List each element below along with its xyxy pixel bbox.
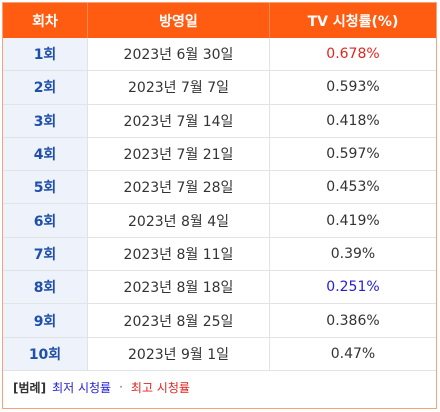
episode-cell: 4회 <box>3 137 88 172</box>
air-date-cell: 2023년 7월 21일 <box>87 137 270 172</box>
episode-cell: 3회 <box>3 104 88 138</box>
air-date-cell: 2023년 8월 25일 <box>87 303 270 338</box>
episode-cell: 6회 <box>3 203 88 238</box>
rating-cell: 0.39% <box>269 237 436 272</box>
ratings-table: 회차 방영일 TV 시청률(%) 1회 2023년 6월 30일 0.678% … <box>3 3 436 371</box>
air-date-cell: 2023년 8월 11일 <box>87 237 270 272</box>
air-date-cell: 2023년 8월 4일 <box>87 203 270 238</box>
legend-separator: · <box>119 380 123 395</box>
header-rating: TV 시청률(%) <box>269 3 436 38</box>
table-row: 1회 2023년 6월 30일 0.678% <box>3 38 436 72</box>
legend-label: [범례] <box>13 380 47 395</box>
rating-cell: 0.386% <box>269 303 436 338</box>
table-row: 3회 2023년 7월 14일 0.418% <box>3 104 436 138</box>
air-date-cell: 2023년 7월 7일 <box>87 70 270 105</box>
table-row: 7회 2023년 8월 11일 0.39% <box>3 237 436 272</box>
air-date-cell: 2023년 8월 18일 <box>87 270 270 305</box>
rating-cell: 0.251% <box>269 270 436 305</box>
table-row: 9회 2023년 8월 25일 0.386% <box>3 303 436 338</box>
air-date-cell: 2023년 7월 28일 <box>87 170 270 205</box>
table-header-row: 회차 방영일 TV 시청률(%) <box>3 3 436 38</box>
episode-cell: 10회 <box>3 337 88 371</box>
ratings-table-container: 회차 방영일 TV 시청률(%) 1회 2023년 6월 30일 0.678% … <box>2 2 437 409</box>
rating-cell: 0.47% <box>269 337 436 371</box>
air-date-cell: 2023년 9월 1일 <box>87 337 270 371</box>
table-row: 10회 2023년 9월 1일 0.47% <box>3 337 436 371</box>
air-date-cell: 2023년 6월 30일 <box>87 38 270 72</box>
legend-highest: 최고 시청률 <box>130 380 190 395</box>
air-date-cell: 2023년 7월 14일 <box>87 104 270 138</box>
rating-cell: 0.597% <box>269 137 436 172</box>
legend: [범례] 최저 시청률 · 최고 시청률 <box>3 371 436 404</box>
episode-cell: 9회 <box>3 303 88 338</box>
table-row: 4회 2023년 7월 21일 0.597% <box>3 137 436 172</box>
rating-cell: 0.678% <box>269 38 436 72</box>
episode-cell: 2회 <box>3 70 88 105</box>
header-air-date: 방영일 <box>87 3 270 38</box>
episode-cell: 1회 <box>3 38 88 72</box>
table-row: 2회 2023년 7월 7일 0.593% <box>3 70 436 105</box>
rating-cell: 0.418% <box>269 104 436 138</box>
legend-lowest: 최저 시청률 <box>52 380 112 395</box>
header-episode: 회차 <box>3 3 88 38</box>
episode-cell: 5회 <box>3 170 88 205</box>
rating-cell: 0.593% <box>269 70 436 105</box>
rating-cell: 0.453% <box>269 170 436 205</box>
table-row: 5회 2023년 7월 28일 0.453% <box>3 170 436 205</box>
table-row: 8회 2023년 8월 18일 0.251% <box>3 270 436 305</box>
table-row: 6회 2023년 8월 4일 0.419% <box>3 203 436 238</box>
episode-cell: 8회 <box>3 270 88 305</box>
rating-cell: 0.419% <box>269 203 436 238</box>
episode-cell: 7회 <box>3 237 88 272</box>
